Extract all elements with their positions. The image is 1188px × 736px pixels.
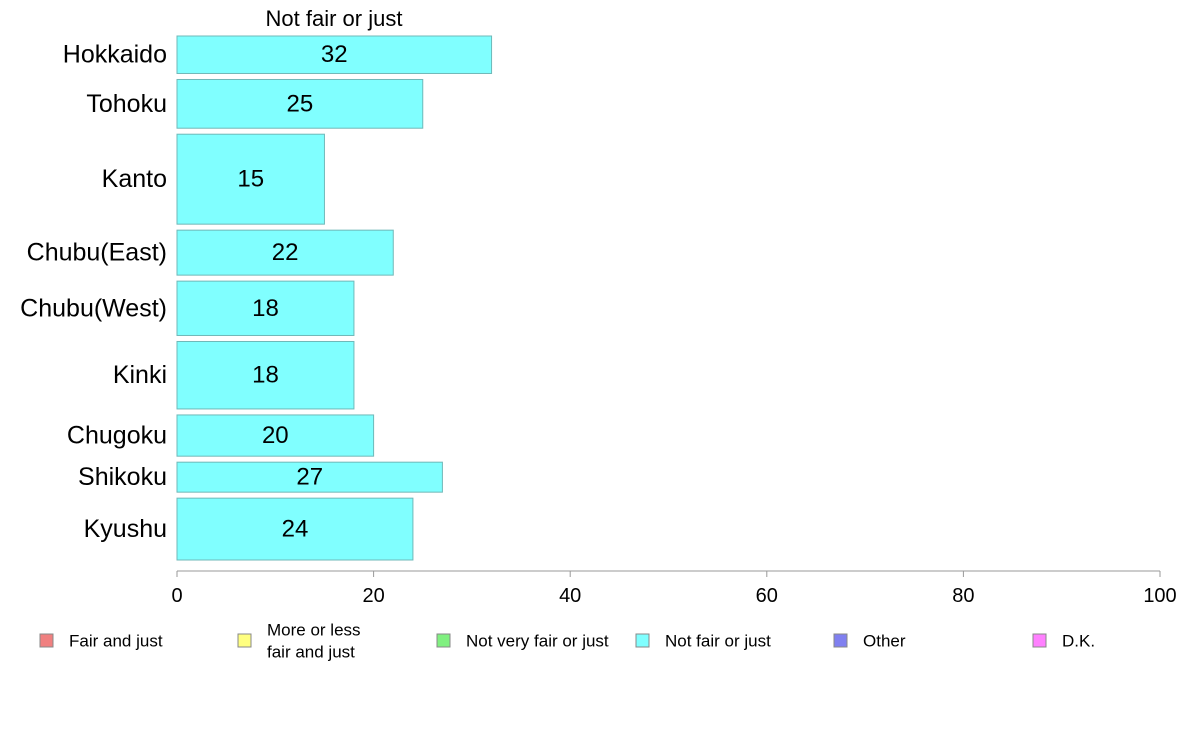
category-label-chugoku: Chugoku xyxy=(67,422,167,450)
category-label-shikoku: Shikoku xyxy=(78,463,167,491)
value-label-chubu-west: 18 xyxy=(252,295,279,322)
legend-label-other: Other xyxy=(863,632,906,651)
bar-chugoku xyxy=(176,414,375,457)
x-tick-label-100: 100 xyxy=(1143,585,1176,607)
value-label-kinki: 18 xyxy=(252,362,279,389)
value-label-kanto: 15 xyxy=(237,166,264,193)
x-tick-label-40: 40 xyxy=(559,585,581,607)
x-tick-label-60: 60 xyxy=(756,585,778,607)
legend-swatch-fair-and-just xyxy=(39,633,54,648)
category-label-kinki: Kinki xyxy=(113,361,167,389)
category-label-kyushu: Kyushu xyxy=(84,515,167,543)
legend-label-more-or-less-fair-and-just: More or less fair and just xyxy=(267,621,361,662)
bar-tohoku xyxy=(176,78,424,129)
legend-label-fair-and-just: Fair and just xyxy=(69,632,163,651)
legend: Fair and just More or less fair and just No… xyxy=(39,621,1095,662)
value-label-kyushu: 24 xyxy=(282,516,309,543)
x-axis: 0 20 40 60 80 100 xyxy=(171,570,1177,607)
bar-shikoku xyxy=(176,461,443,493)
bar-chubu-west xyxy=(176,280,355,336)
category-label-tohoku: Tohoku xyxy=(86,90,167,118)
legend-label-not-fair-or-just: Not fair or just xyxy=(665,632,771,651)
legend-label-not-very-fair-or-just: Not very fair or just xyxy=(466,632,609,651)
bar-kanto xyxy=(176,133,325,225)
value-label-hokkaido: 32 xyxy=(321,41,348,68)
category-label-chubu-west: Chubu(West) xyxy=(20,294,167,322)
bar-chubu-east xyxy=(176,229,394,276)
bars-group: Hokkaido 32 Tohoku 25 Kanto 15 Chubu(East) 22 Ch… xyxy=(20,35,493,561)
value-label-chubu-east: 22 xyxy=(272,239,299,266)
legend-label-d-k: D.K. xyxy=(1062,632,1095,651)
legend-swatch-more-or-less-fair-and-just xyxy=(237,633,252,648)
category-label-hokkaido: Hokkaido xyxy=(63,41,167,69)
legend-swatch-other xyxy=(833,633,848,648)
legend-swatch-d-k xyxy=(1032,633,1047,648)
chart-title: Not fair or just xyxy=(266,6,403,31)
value-label-shikoku: 27 xyxy=(296,464,323,491)
bar-hokkaido xyxy=(176,35,493,74)
category-label-kanto: Kanto xyxy=(102,165,167,193)
x-tick-label-0: 0 xyxy=(171,585,182,607)
legend-swatch-not-very-fair-or-just xyxy=(436,633,451,648)
bar-kinki xyxy=(176,340,355,410)
x-tick-label-80: 80 xyxy=(952,585,974,607)
value-label-tohoku: 25 xyxy=(287,90,314,117)
bar-kyushu xyxy=(176,497,414,561)
legend-swatch-not-fair-or-just xyxy=(635,633,650,648)
x-tick-label-20: 20 xyxy=(362,585,384,607)
value-label-chugoku: 20 xyxy=(262,422,289,449)
category-label-chubu-east: Chubu(East) xyxy=(27,239,167,267)
